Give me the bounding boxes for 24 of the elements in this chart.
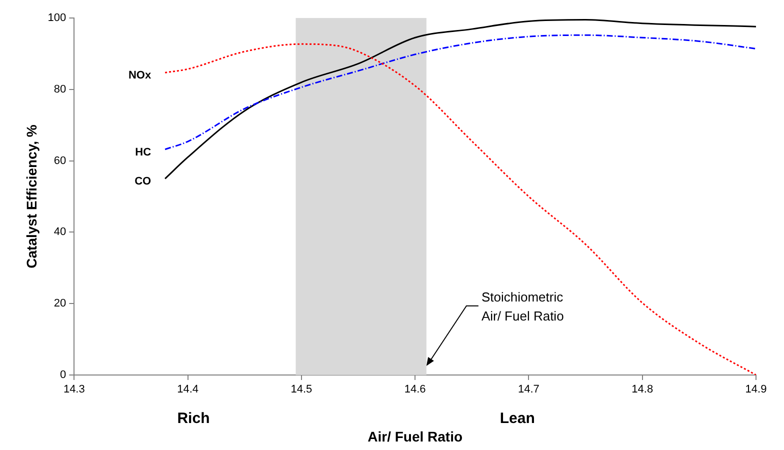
text: Rich xyxy=(177,410,210,428)
y-tick-label: 80 xyxy=(54,83,66,96)
x-tick-label: 14.9 xyxy=(745,384,767,396)
series-label: HC xyxy=(135,146,152,158)
annotation: Stoichiometric Air/ Fuel Ratio xyxy=(481,289,564,324)
y-axis-title: Catalyst Efficiency, % xyxy=(23,124,40,268)
x-tick-label: 14.8 xyxy=(632,384,654,396)
line-series xyxy=(164,34,756,150)
y-tick-label: 20 xyxy=(54,298,66,310)
text: Lean xyxy=(500,410,535,428)
x-tick-label: 14.7 xyxy=(518,384,540,396)
y-tick-label: 100 xyxy=(48,12,66,24)
line-series xyxy=(164,43,756,375)
series-label: CO xyxy=(134,176,152,188)
series-label: NOx xyxy=(128,70,152,82)
line-series xyxy=(164,19,756,180)
y-tick-label: 40 xyxy=(54,226,66,238)
x-tick-label: 14.6 xyxy=(404,384,426,396)
x-axis-title: Air/ Fuel Ratio xyxy=(368,428,463,444)
y-tick-label: 0 xyxy=(60,369,66,382)
x-tick-label: 14.4 xyxy=(177,384,199,396)
y-tick-label: 60 xyxy=(54,154,66,167)
x-tick-label: 14.5 xyxy=(290,384,312,396)
x-tick-label: 14.3 xyxy=(63,384,85,396)
